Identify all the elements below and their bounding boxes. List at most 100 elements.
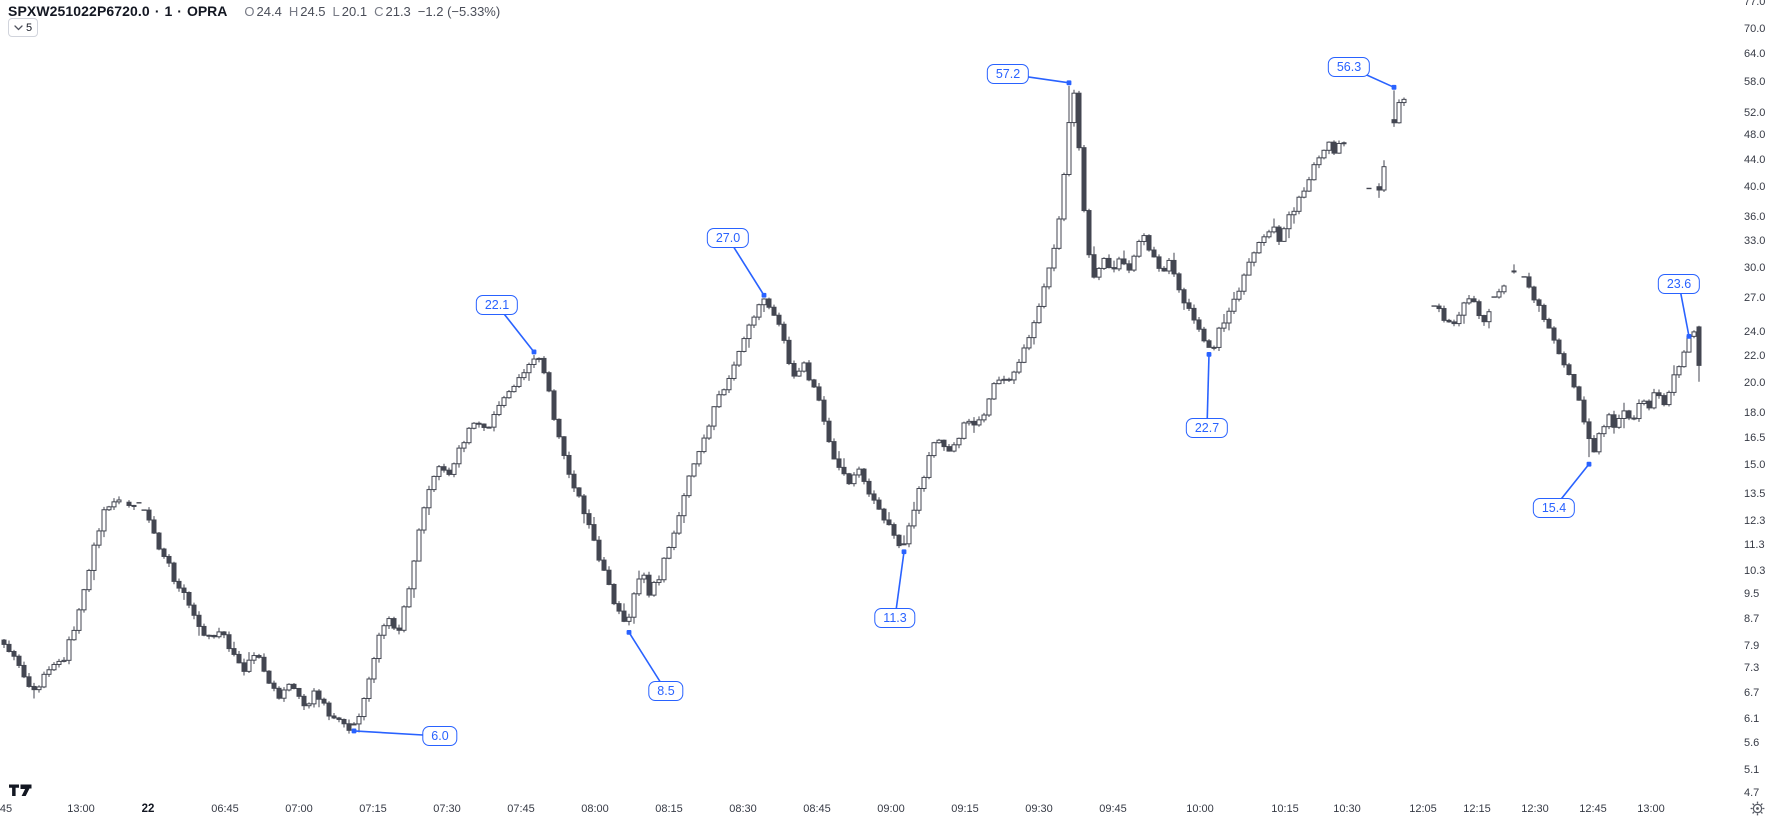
candle-down (276, 687, 282, 699)
candle-up (686, 475, 692, 497)
candle-down (1086, 210, 1092, 256)
candle-down (1611, 414, 1617, 428)
candle-down (836, 458, 842, 468)
price-callout[interactable]: 57.2 (986, 64, 1030, 84)
x-axis-label: 13:00 (1637, 803, 1665, 815)
y-axis-label: 8.7 (1744, 612, 1760, 625)
candle-up (1306, 179, 1312, 192)
candle-up (461, 442, 467, 449)
candle-down (1171, 259, 1177, 275)
callout-dot (901, 549, 907, 555)
candle-up (671, 532, 677, 548)
candle-down (221, 631, 227, 636)
candle-down (26, 676, 32, 687)
price-callout[interactable]: 56.3 (1327, 57, 1371, 77)
candle-down (1146, 235, 1152, 251)
candle-down (6, 643, 12, 653)
candle-up (1016, 361, 1022, 373)
price-callout[interactable]: 15.4 (1532, 498, 1576, 518)
x-axis-label: 12:30 (1521, 803, 1549, 815)
candle-up (1496, 291, 1502, 298)
candle-down (861, 468, 867, 482)
candle-up (1166, 259, 1172, 272)
candle-up (361, 697, 367, 718)
candle-up (691, 463, 697, 477)
candle-up (411, 560, 417, 590)
candle-up (666, 546, 672, 559)
candle-down (331, 715, 337, 719)
candle-up (1226, 310, 1232, 324)
candle-down (1091, 254, 1097, 278)
x-axis-label: 10:30 (1333, 803, 1361, 815)
candle-up (951, 444, 957, 452)
candle-down (646, 574, 652, 596)
candle-up (401, 606, 407, 631)
candle-down (1076, 92, 1082, 149)
candle-up (801, 362, 807, 372)
price-callout[interactable]: 27.0 (706, 228, 750, 248)
price-callout[interactable]: 22.1 (475, 295, 519, 315)
object-tree-toggle-button[interactable]: 5 (8, 18, 39, 37)
candle-up (246, 659, 252, 672)
ohlc-letter: H (288, 4, 299, 19)
ohlc-letter: O (244, 4, 255, 19)
ohlc-values: O 24.4 H 24.5 L 20.1 C 21.3 (237, 4, 410, 19)
callout-dot (1686, 333, 1692, 339)
candle-down (441, 466, 447, 471)
candle-down (1656, 392, 1662, 397)
y-axis-label: 15.0 (1744, 458, 1766, 471)
candle-down (1546, 318, 1552, 329)
candle-up (1266, 231, 1272, 238)
candle-up (931, 442, 937, 457)
candle-down (476, 422, 482, 425)
candle-up (1311, 164, 1317, 181)
tradingview-logo-icon[interactable] (9, 781, 39, 797)
candle-up (721, 389, 727, 396)
x-axis-label: 07:45 (507, 803, 535, 815)
candle-down (1631, 417, 1637, 420)
x-axis-label: 09:15 (951, 803, 979, 815)
candle-down (971, 420, 977, 426)
x-axis-label: 06:45 (211, 803, 239, 815)
candle-down (1126, 263, 1132, 271)
candle-up (536, 357, 542, 360)
candle-up (1601, 426, 1607, 435)
price-callout[interactable]: 22.7 (1185, 418, 1229, 438)
callout-dot (1586, 461, 1592, 467)
candle-up (631, 593, 637, 618)
gear-icon[interactable] (1750, 801, 1765, 816)
candle-down (771, 306, 777, 316)
candle-up (906, 525, 912, 545)
candle-up (1336, 142, 1342, 154)
price-callout[interactable]: 6.0 (422, 726, 458, 746)
x-axis-label: 09:00 (877, 803, 905, 815)
candle-up (856, 468, 862, 476)
candle-up (966, 420, 972, 424)
candle-down (346, 723, 352, 731)
x-axis-label: 07:15 (359, 803, 387, 815)
ohlc-letter: L (332, 4, 340, 19)
candle-up (366, 678, 372, 699)
candle-up (1221, 322, 1227, 329)
price-callout[interactable]: 11.3 (874, 608, 916, 628)
candle-up (956, 437, 962, 446)
y-axis-label: 27.0 (1744, 292, 1766, 305)
ohlc-letter: C (374, 4, 384, 19)
price-callout[interactable]: 8.5 (648, 681, 684, 701)
candle-down (1661, 395, 1667, 406)
candle-up (741, 338, 747, 352)
candle-down (611, 583, 617, 605)
candle-up (761, 298, 767, 306)
x-axis-label: 09:30 (1025, 803, 1053, 815)
candle-up (641, 574, 647, 580)
candle-up (496, 404, 502, 416)
y-axis-label: 20.0 (1744, 377, 1766, 390)
candle-up (651, 581, 657, 596)
price-callout[interactable]: 23.6 (1657, 274, 1701, 294)
symbol-title[interactable]: SPXW251022P6720.0 (8, 3, 150, 19)
interval-value[interactable]: 1 (164, 3, 173, 19)
candle-up (731, 364, 737, 379)
candle-down (1121, 258, 1127, 265)
candle-down (266, 670, 272, 684)
